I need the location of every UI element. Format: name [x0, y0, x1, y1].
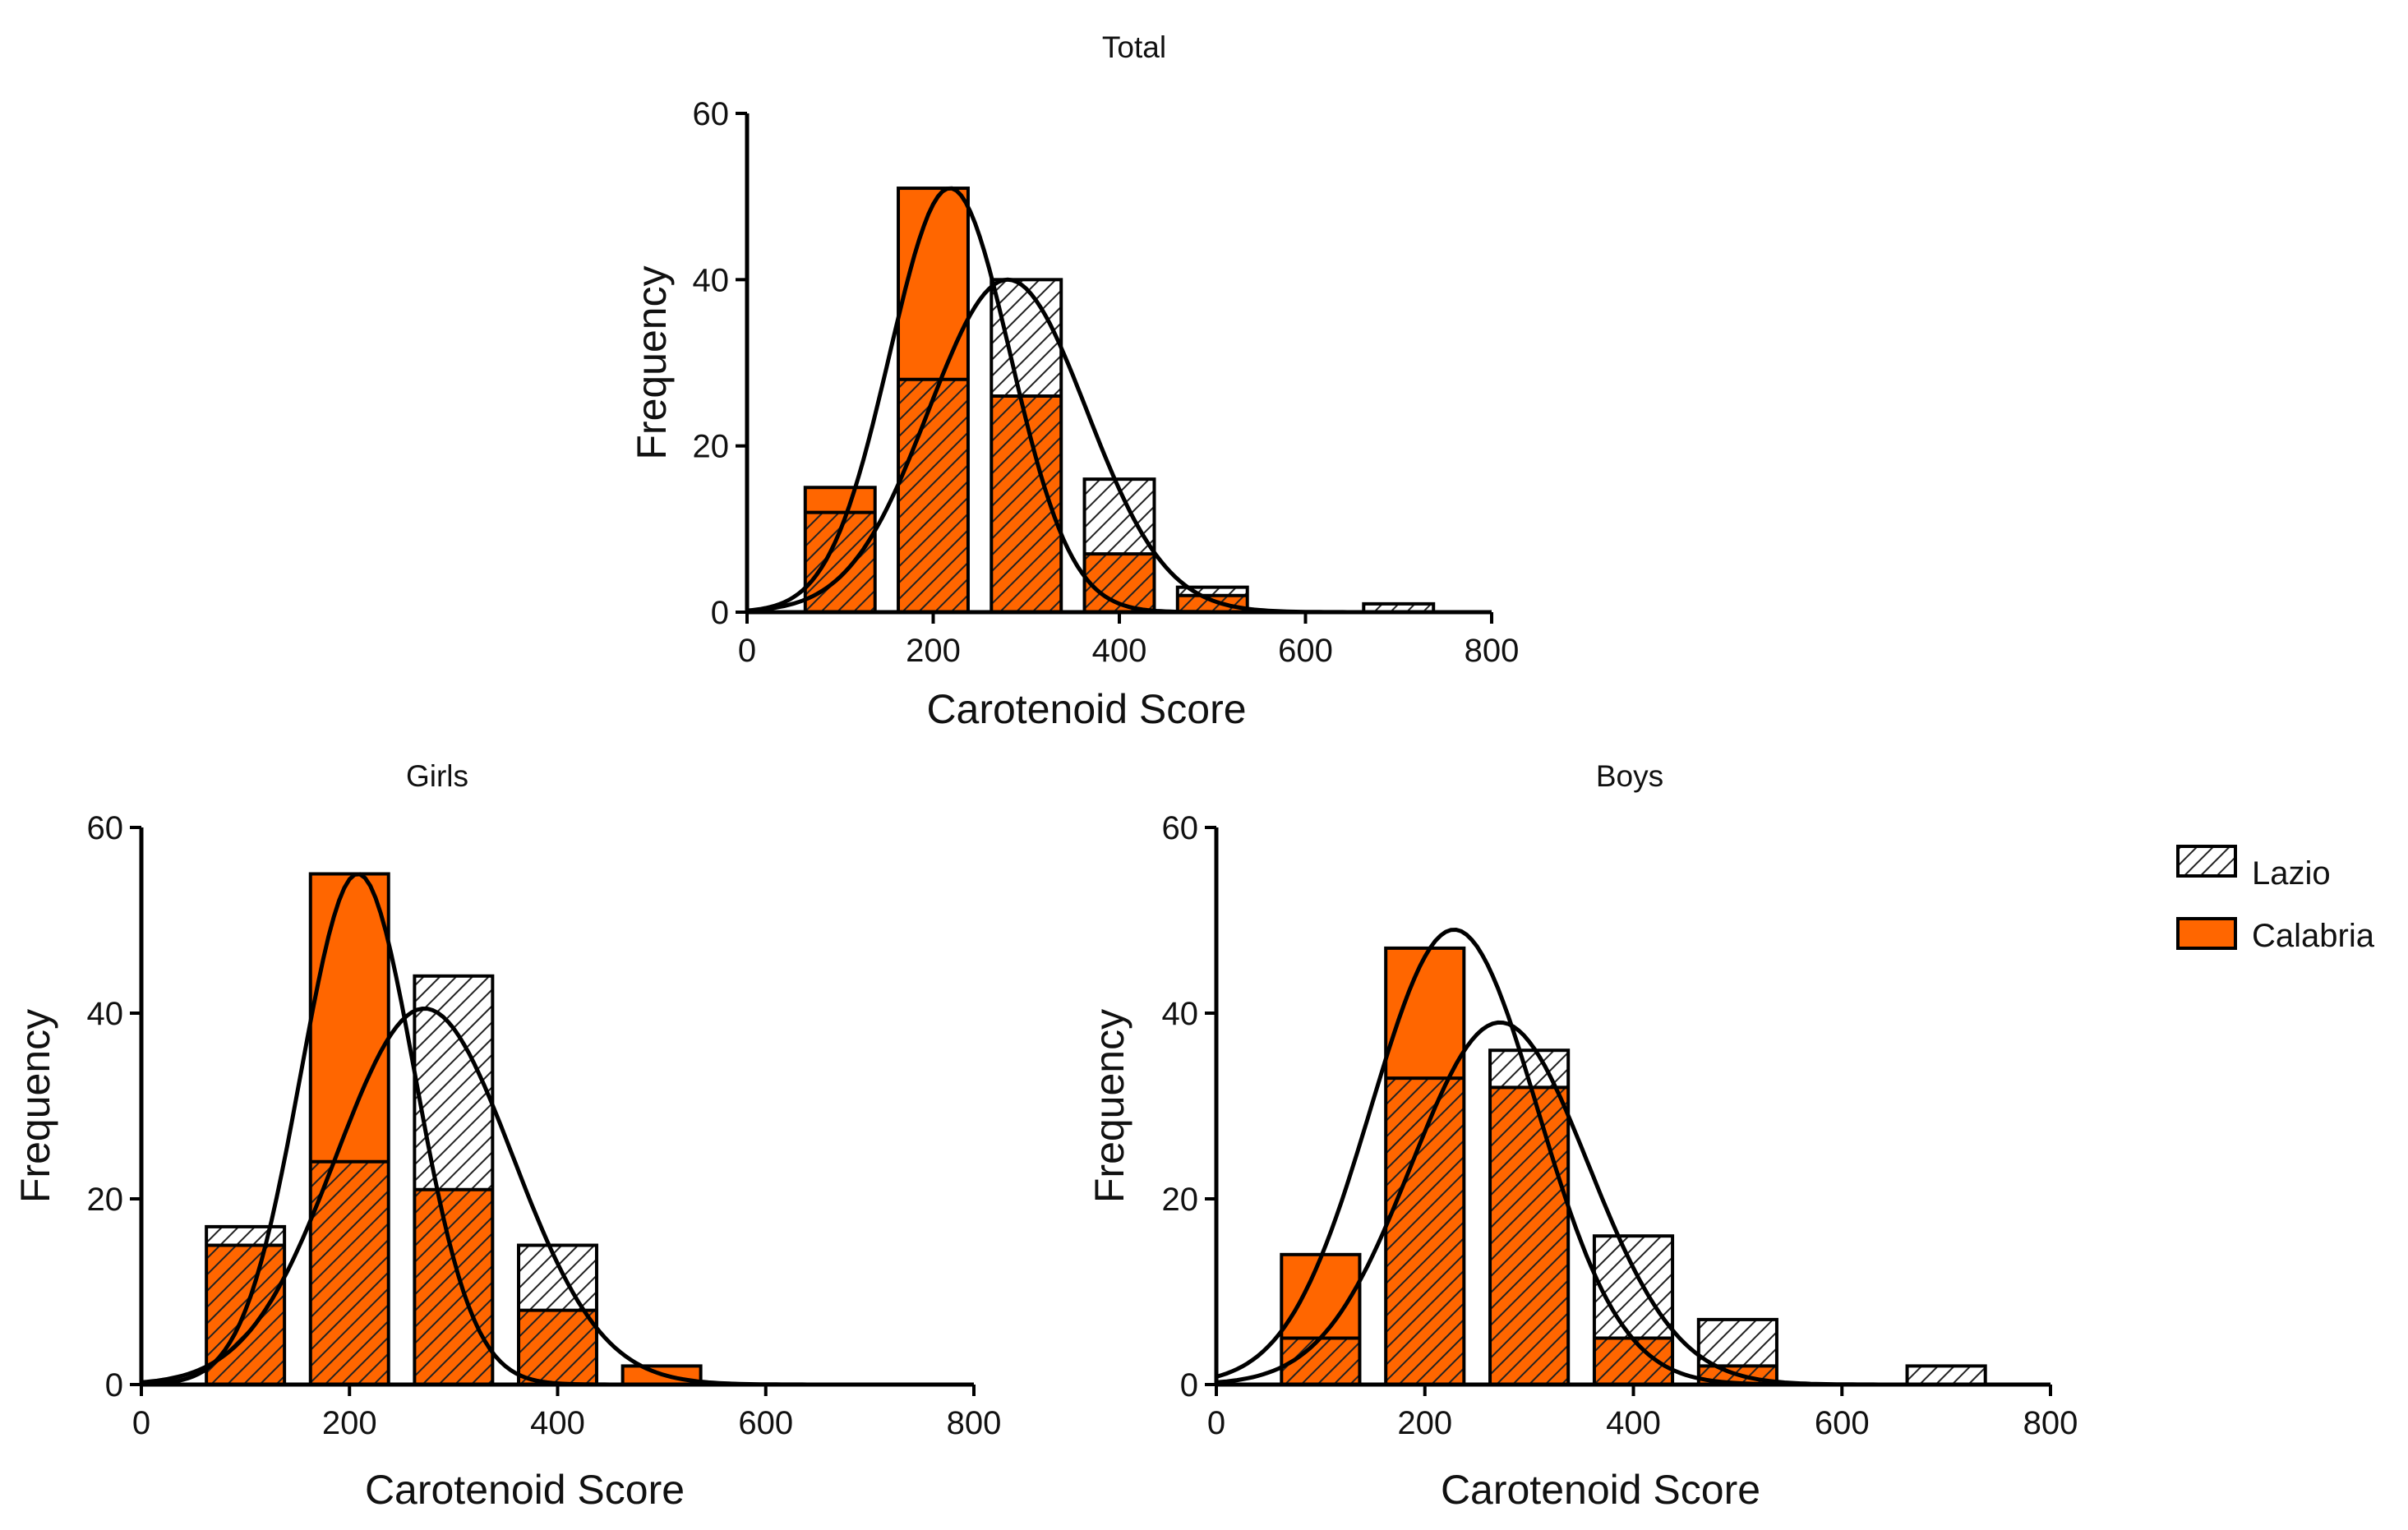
girls-y-tick-label: 20	[87, 1182, 124, 1218]
boys-x-tick-label: 0	[1207, 1405, 1225, 1441]
girls-bar-lazio	[206, 1226, 285, 1246]
total-y-axis-title: Frequency	[629, 265, 675, 459]
boys-x-axis-title: Carotenoid Score	[1441, 1467, 1760, 1513]
total-x-tick-label: 400	[1092, 633, 1147, 669]
girls-title: Girls	[406, 759, 468, 793]
legend-swatch-lazio	[2176, 845, 2237, 878]
total-x-tick-label: 600	[1278, 633, 1333, 669]
total-y-tick-label: 20	[693, 429, 730, 465]
girls-y-axis-title: Frequency	[12, 1009, 58, 1203]
boys-bar-lazio	[1698, 1319, 1777, 1366]
girls-bar-lazio	[414, 975, 493, 1190]
girls-y-tick-label: 60	[87, 810, 124, 846]
chart-boys: 0 200 400 600 800 0 20 40 60 Boys Carotenoid Score…	[1086, 759, 2078, 1513]
boys-bar-calabria-solid	[1386, 947, 1465, 1079]
girls-x-tick-label: 400	[530, 1405, 585, 1441]
boys-bar-calabria	[1490, 1087, 1569, 1385]
total-x-tick-label: 200	[906, 633, 961, 669]
total-bar-lazio	[991, 279, 1062, 396]
boys-title: Boys	[1596, 759, 1663, 793]
girls-x-tick-label: 200	[322, 1405, 377, 1441]
chart-total: 0 200 400 600 800 0 20 40 60 Total Carotenoid Scor…	[629, 30, 1519, 732]
girls-bar-calabria	[310, 1161, 389, 1385]
boys-bar-calabria	[1386, 1078, 1465, 1385]
boys-y-tick-label: 40	[1162, 996, 1199, 1032]
legend: Lazio Calabria	[2176, 845, 2375, 954]
legend-swatch-calabria	[2176, 917, 2237, 950]
chart-girls: 0 200 400 600 800 0 20 40 60 Girls Carotenoid Scor…	[12, 759, 1001, 1513]
boys-y-tick-label: 60	[1162, 810, 1199, 846]
girls-x-axis-title: Carotenoid Score	[365, 1467, 685, 1513]
girls-bar-calabria-solid	[310, 873, 389, 1162]
girls-x-tick-label: 600	[738, 1405, 793, 1441]
boys-bar-calabria-solid	[1281, 1254, 1360, 1339]
legend-label-lazio: Lazio	[2252, 855, 2331, 892]
boys-x-tick-label: 800	[2023, 1405, 2078, 1441]
boys-y-axis-title: Frequency	[1086, 1009, 1132, 1203]
total-bar-calabria-solid	[805, 487, 875, 513]
boys-bar-lazio	[1594, 1236, 1673, 1339]
boys-y-tick-label: 20	[1162, 1182, 1199, 1218]
girls-bar-calabria	[414, 1189, 493, 1385]
boys-bar-lazio	[1907, 1366, 1986, 1385]
girls-bar-calabria	[519, 1310, 597, 1385]
total-y-tick-label: 40	[693, 262, 730, 298]
boys-x-tick-label: 600	[1815, 1405, 1870, 1441]
boys-y-tick-label: 0	[1180, 1367, 1198, 1403]
total-bar-lazio	[1177, 587, 1248, 596]
girls-y-tick-label: 0	[105, 1367, 123, 1403]
total-x-tick-label: 0	[738, 633, 756, 669]
total-bar-calabria	[1177, 595, 1248, 612]
girls-x-tick-label: 800	[947, 1405, 1002, 1441]
total-title: Total	[1102, 30, 1166, 64]
legend-label-calabria: Calabria	[2252, 918, 2375, 954]
total-x-axis-title: Carotenoid Score	[926, 686, 1246, 732]
total-x-tick-label: 800	[1465, 633, 1520, 669]
total-bar-calabria	[898, 379, 968, 612]
boys-x-tick-label: 400	[1606, 1405, 1661, 1441]
total-y-tick-label: 0	[711, 595, 729, 631]
total-bar-lazio	[1363, 603, 1434, 612]
total-y-tick-label: 60	[693, 96, 730, 132]
boys-x-tick-label: 200	[1397, 1405, 1452, 1441]
girls-bar-lazio	[519, 1245, 597, 1311]
girls-y-tick-label: 40	[87, 996, 124, 1032]
girls-x-tick-label: 0	[132, 1405, 150, 1441]
